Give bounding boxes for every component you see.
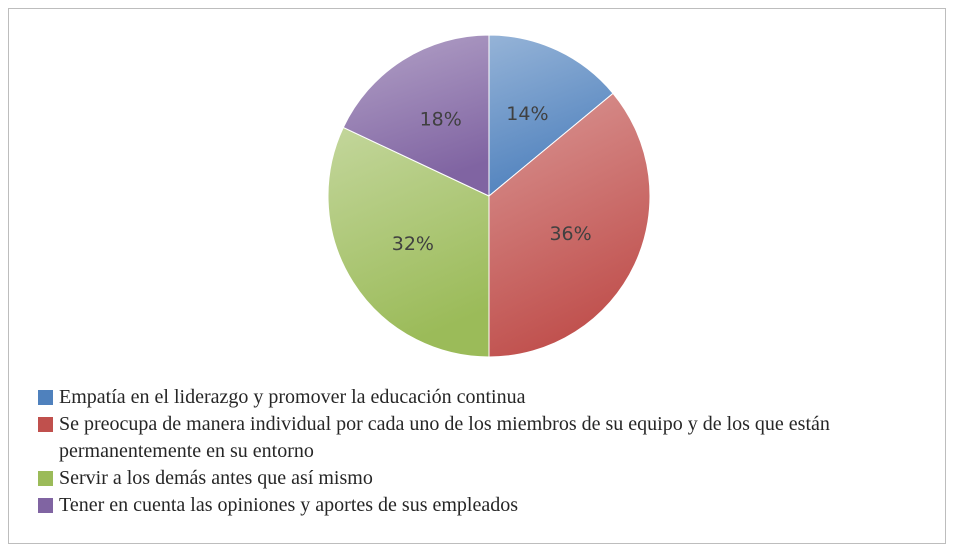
chart: 14% 36% 32% 18%: [327, 34, 651, 358]
legend-item: Empatía en el liderazgo y promover la ed…: [38, 384, 944, 411]
slice-label: 14%: [506, 103, 548, 125]
legend-label: Empatía en el liderazgo y promover la ed…: [59, 386, 526, 408]
legend-label: Se preocupa de manera individual por cad…: [59, 413, 830, 462]
legend-label: Servir a los demás antes que así mismo: [59, 467, 373, 489]
legend-item: Se preocupa de manera individual por cad…: [38, 411, 944, 465]
legend-item: Tener en cuenta las opiniones y aportes …: [38, 492, 944, 519]
legend-key: [38, 471, 53, 486]
slice-label: 32%: [392, 233, 434, 255]
chart-frame: [8, 8, 946, 544]
pie-slice: [488, 34, 614, 198]
legend-key: [38, 390, 53, 405]
slice-label: 36%: [549, 223, 591, 245]
legend: Empatía en el liderazgo y promover la ed…: [38, 384, 944, 519]
pie-slice: [488, 92, 651, 358]
legend-label: Tener en cuenta las opiniones y aportes …: [59, 494, 519, 516]
legend-item: Servir a los demás antes que así mismo: [38, 465, 944, 492]
legend-key: [38, 498, 53, 513]
legend-key: [38, 417, 53, 432]
pie-slice: [342, 34, 490, 197]
pie-slice: [327, 126, 490, 358]
slice-label: 18%: [420, 108, 462, 130]
